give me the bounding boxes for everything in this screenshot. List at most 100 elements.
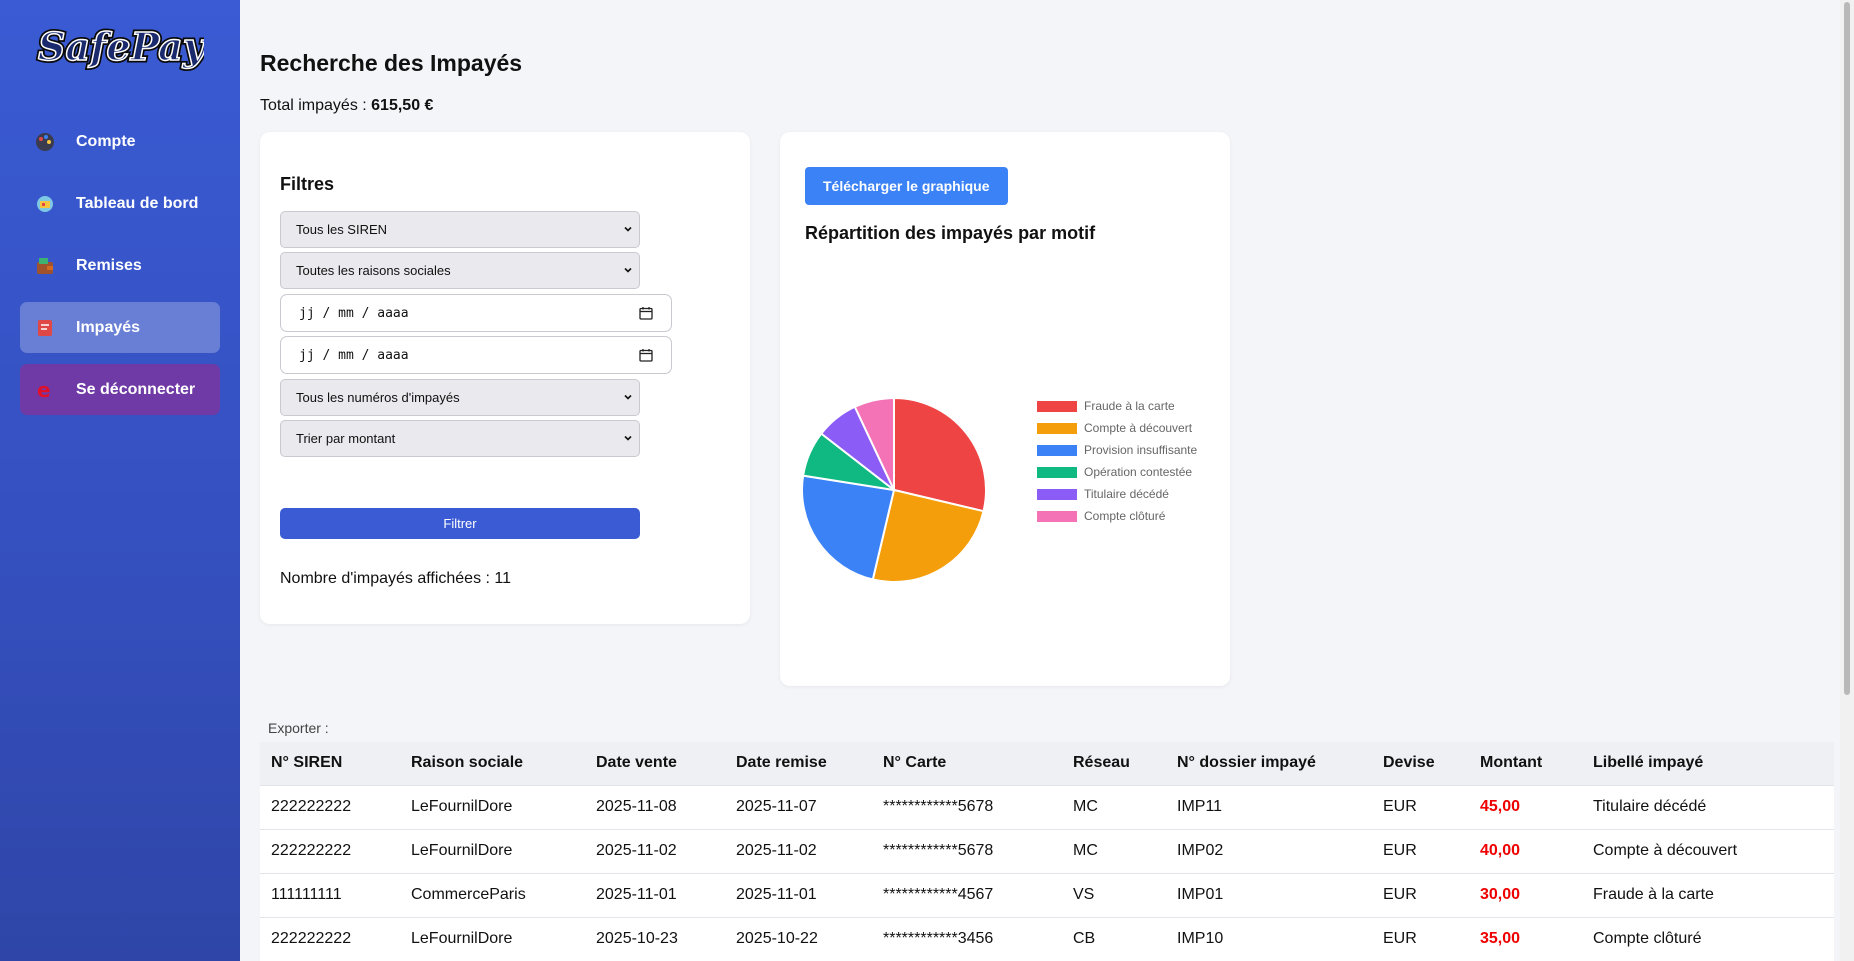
table-cell: Fraude à la carte [1582,872,1834,917]
chevron-down-icon [624,394,632,400]
sidebar-item-compte[interactable]: Compte [20,116,220,167]
table-row[interactable]: 111111111 CommerceParis 2025-11-01 2025-11-… [260,872,1834,917]
logo-text: SafePay [38,24,204,69]
table-cell: 2025-11-02 [585,828,725,873]
legend-item[interactable]: Compte à découvert [1037,417,1197,439]
table-cell: 2025-10-22 [725,916,872,961]
legend-label: Compte à découvert [1084,421,1193,435]
sidebar-item-tableau-de-bord[interactable]: Tableau de bord [20,178,220,229]
table-cell: 40,00 [1469,828,1582,873]
column-header[interactable]: Raison sociale [400,742,585,785]
wallet-icon [34,255,56,277]
column-header[interactable]: N° Carte [872,742,1062,785]
table-cell: 2025-11-02 [725,828,872,873]
table-cell: ************3456 [872,916,1062,961]
table-cell: ************4567 [872,872,1062,917]
table-cell: EUR [1372,828,1469,873]
legend-label: Opération contestée [1084,465,1193,479]
safepay-logo[interactable]: SafePay SafePay [34,18,205,76]
table-row[interactable]: 222222222 LeFournilDore 2025-10-23 2025-10-… [260,916,1834,961]
legend-swatch [1037,488,1077,500]
sidebar-item-label: Impayés [76,318,141,336]
date-to-input[interactable]: jj / mm / aaaa [280,336,672,374]
calendar-icon[interactable] [639,348,653,362]
table-cell: 2025-11-08 [585,784,725,829]
table-cell: 30,00 [1469,872,1582,917]
table-cell: IMP02 [1166,828,1372,873]
legend-swatch [1037,444,1077,456]
unpaid-table-container: N° SIREN Raison sociale Date vente Date rem… [260,742,1834,961]
column-header[interactable]: Réseau [1062,742,1166,785]
sidebar-item-impayes[interactable]: Impayés [20,302,220,353]
export-label: Exporter : [268,720,329,736]
column-header[interactable]: Montant [1469,742,1582,785]
result-count: Nombre d'impayés affichées : 11 [280,570,512,587]
column-header[interactable]: Devise [1372,742,1469,785]
column-header[interactable]: Date vente [585,742,725,785]
svg-text:e: e [37,379,51,401]
table-cell: EUR [1372,784,1469,829]
pie-slice-6[interactable] [853,396,895,491]
sidebar-item-se-deconnecter[interactable]: e Se déconnecter [20,364,220,415]
legend-label: Fraude à la carte [1084,399,1175,413]
siren-select[interactable]: Tous les SIREN [280,211,640,248]
date-from-placeholder: jj / mm / aaaa [299,305,409,321]
column-header[interactable]: N° SIREN [260,742,400,785]
pie-slice-1[interactable] [893,396,987,513]
chevron-down-icon [624,226,632,232]
table-cell: IMP01 [1166,872,1372,917]
column-header[interactable]: N° dossier impayé [1166,742,1372,785]
table-cell: CB [1062,916,1166,961]
legend-swatch [1037,510,1077,522]
table-cell: VS [1062,872,1166,917]
legend-swatch [1037,422,1077,434]
pie-slice-2[interactable] [871,488,985,583]
table-cell: Titulaire décédé [1582,784,1834,829]
download-chart-button[interactable]: Télécharger le graphique [805,167,1008,205]
raison-sociale-select[interactable]: Toutes les raisons sociales [280,252,640,289]
table-cell: 111111111 [260,872,400,917]
sidebar-item-remises[interactable]: Remises [20,240,220,291]
receipt-icon [34,317,56,339]
table-cell: MC [1062,828,1166,873]
numero-impaye-select[interactable]: Tous les numéros d'impayés [280,379,640,416]
numero-impaye-select-value: Tous les numéros d'impayés [296,390,460,405]
filters-card: Filtres Tous les SIREN Toutes les raison… [260,132,750,624]
legend-item[interactable]: Fraude à la carte [1037,395,1197,417]
legend-swatch [1037,466,1077,478]
filter-button[interactable]: Filtrer [280,508,640,539]
table-cell: CommerceParis [400,872,585,917]
column-header[interactable]: Libellé impayé [1582,742,1834,785]
siren-select-value: Tous les SIREN [296,222,388,237]
total-value: 615,50 € [371,97,434,114]
calendar-icon[interactable] [639,306,653,320]
pie-chart [801,396,987,583]
sidebar-item-label: Remises [76,256,142,274]
table-cell: LeFournilDore [400,916,585,961]
logout-icon: e [34,379,56,401]
table-row[interactable]: 222222222 LeFournilDore 2025-11-08 2025-11-… [260,784,1834,829]
table-cell: EUR [1372,916,1469,961]
page-title: Recherche des Impayés [260,50,523,76]
legend-item[interactable]: Titulaire décédé [1037,483,1197,505]
legend-item[interactable]: Opération contestée [1037,461,1197,483]
chevron-down-icon [624,435,632,441]
table-cell: 2025-11-01 [585,872,725,917]
sort-select[interactable]: Trier par montant [280,420,640,457]
table-cell: MC [1062,784,1166,829]
table-header-row: N° SIREN Raison sociale Date vente Date rem… [260,742,1834,785]
pie-slice-3[interactable] [801,474,896,581]
sidebar-item-label: Se déconnecter [76,380,196,398]
date-from-input[interactable]: jj / mm / aaaa [280,294,672,332]
table-row[interactable]: 222222222 LeFournilDore 2025-11-02 2025-11-… [260,828,1834,873]
palette-icon [34,131,56,153]
table-cell: EUR [1372,872,1469,917]
table-cell: Compte clôturé [1582,916,1834,961]
scrollbar-thumb[interactable] [1844,2,1850,695]
page-scrollbar[interactable] [1840,0,1854,961]
legend-item[interactable]: Compte clôturé [1037,505,1197,527]
filters-title: Filtres [280,174,335,194]
column-header[interactable]: Date remise [725,742,872,785]
chart-card: Télécharger le graphique Répartition des… [780,132,1230,686]
legend-item[interactable]: Provision insuffisante [1037,439,1197,461]
